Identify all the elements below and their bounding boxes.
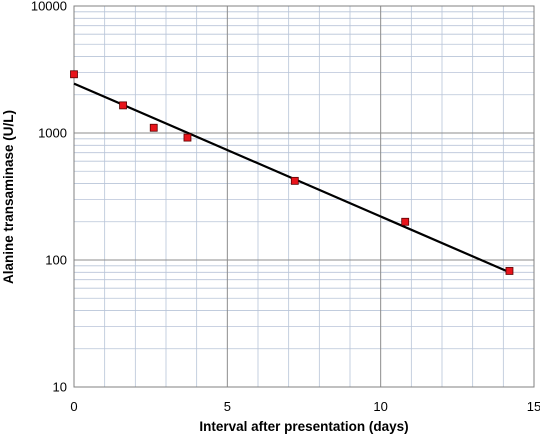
x-tick-label: 0 [70, 399, 77, 414]
y-axis-title: Alanine transaminase (U/L) [1, 110, 16, 284]
y-tick-labels: 10 100 1000 10000 [31, 0, 67, 395]
data-point [119, 101, 127, 110]
data-markers [70, 70, 514, 275]
data-point [290, 176, 299, 185]
data-point [149, 123, 158, 132]
y-tick-label: 100 [45, 253, 67, 268]
data-point [401, 217, 410, 226]
y-tick-label: 1000 [38, 126, 67, 141]
x-tick-label: 15 [527, 399, 540, 414]
y-tick-label: 10 [53, 380, 67, 395]
major-gridlines [74, 6, 534, 387]
x-tick-label: 10 [373, 399, 387, 414]
plot-border [73, 5, 535, 388]
data-point [70, 70, 78, 79]
y-tick-label: 10000 [31, 0, 67, 14]
x-tick-label: 5 [224, 399, 231, 414]
minor-gridlines [74, 6, 534, 387]
x-axis-title: Interval after presentation (days) [199, 419, 408, 434]
data-point [183, 133, 192, 142]
x-tick-labels: 0 5 10 15 [70, 399, 540, 414]
data-point [505, 267, 514, 275]
plot-area [74, 6, 534, 387]
